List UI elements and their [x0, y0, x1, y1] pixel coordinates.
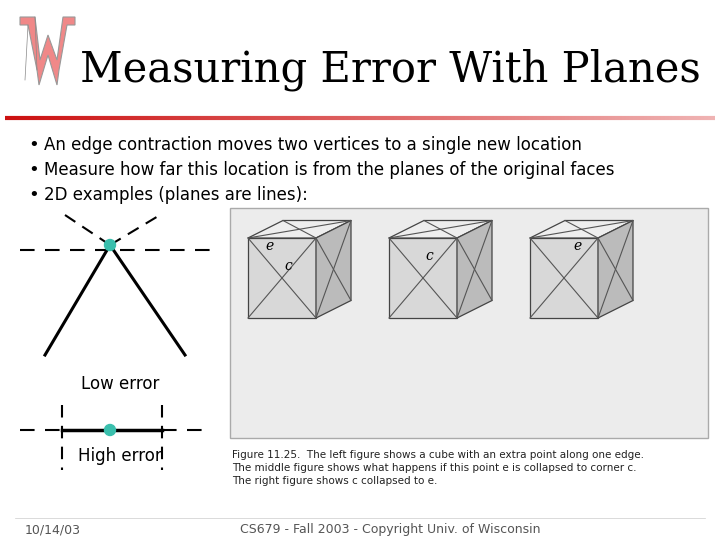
Text: Figure 11.25.  The left figure shows a cube with an extra point along one edge.: Figure 11.25. The left figure shows a cu…: [232, 450, 644, 460]
Circle shape: [104, 240, 115, 251]
Bar: [230, 208, 708, 438]
Text: CS679 - Fall 2003 - Copyright Univ. of Wisconsin: CS679 - Fall 2003 - Copyright Univ. of W…: [240, 523, 540, 537]
Text: An edge contraction moves two vertices to a single new location: An edge contraction moves two vertices t…: [44, 136, 582, 154]
Text: e: e: [266, 239, 274, 253]
Text: •: •: [28, 186, 39, 204]
Text: The middle figure shows what happens if this point e is collapsed to corner c.: The middle figure shows what happens if …: [232, 463, 636, 473]
Polygon shape: [20, 17, 75, 85]
Polygon shape: [530, 238, 598, 318]
Text: c: c: [284, 259, 292, 273]
Text: Measure how far this location is from the planes of the original faces: Measure how far this location is from th…: [44, 161, 614, 179]
Polygon shape: [389, 220, 492, 238]
Text: c: c: [425, 249, 433, 263]
Text: High error: High error: [78, 447, 162, 465]
Polygon shape: [248, 238, 316, 318]
Text: Low error: Low error: [81, 375, 159, 393]
Text: •: •: [28, 136, 39, 154]
Text: e: e: [574, 239, 582, 253]
Text: 2D examples (planes are lines):: 2D examples (planes are lines):: [44, 186, 308, 204]
Polygon shape: [598, 220, 633, 318]
Polygon shape: [530, 220, 633, 238]
Text: 10/14/03: 10/14/03: [25, 523, 81, 537]
Polygon shape: [248, 220, 351, 238]
Text: •: •: [28, 161, 39, 179]
Text: Measuring Error With Planes: Measuring Error With Planes: [80, 49, 701, 91]
Polygon shape: [457, 220, 492, 318]
Text: The right figure shows c collapsed to e.: The right figure shows c collapsed to e.: [232, 476, 437, 486]
Polygon shape: [389, 238, 457, 318]
Circle shape: [104, 424, 115, 435]
Polygon shape: [316, 220, 351, 318]
